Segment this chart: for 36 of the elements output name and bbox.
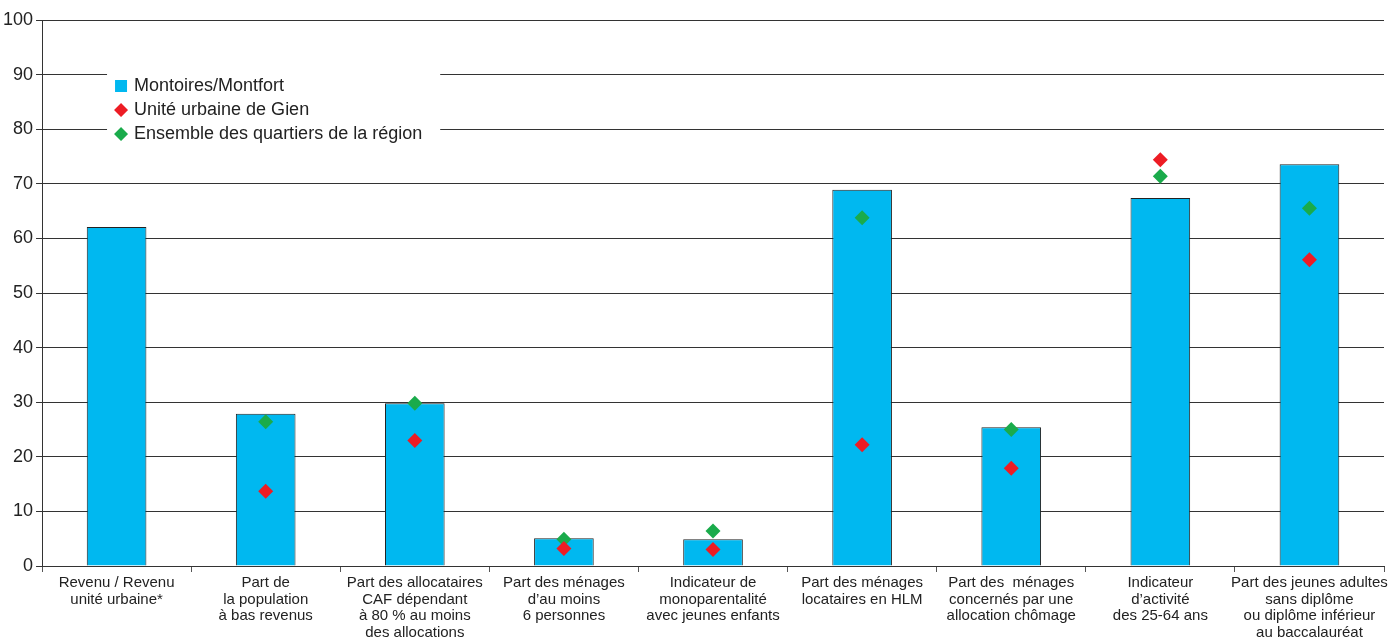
point	[407, 432, 423, 448]
y-tick-label: 70	[13, 172, 34, 193]
point	[1003, 460, 1019, 476]
x-tick-label: Part des allocataires CAF dépendant à 80 % au moins des allocations	[346, 573, 483, 640]
x-tick-label: Part de la population à bas revenus	[218, 573, 313, 624]
legend-label: Montoires/Montfort	[134, 74, 285, 95]
x-tick-label: Part des ménages locataires en HLM	[801, 573, 923, 607]
point	[1152, 168, 1168, 184]
y-tick-label: 80	[13, 118, 34, 139]
y-tick-label: 50	[13, 281, 34, 302]
x-tick-label: Indicateur de monoparentalité avec jeunes enfants	[646, 573, 780, 624]
y-tick-label: 20	[13, 445, 34, 466]
point	[854, 210, 870, 226]
legend-label: Unité urbaine de Gien	[134, 98, 310, 119]
point	[258, 483, 274, 499]
y-tick-label: 10	[13, 500, 34, 521]
point	[1003, 422, 1019, 437]
y-tick-label: 60	[13, 227, 34, 248]
point	[407, 395, 423, 411]
y-tick-label: 30	[13, 391, 34, 412]
point	[1301, 200, 1317, 216]
point	[705, 523, 721, 539]
legend-label: Ensemble des quartiers de la région	[134, 122, 423, 143]
point	[258, 414, 274, 430]
point	[1301, 252, 1317, 268]
y-tick-label: 40	[13, 336, 34, 357]
point	[854, 437, 870, 453]
x-tick-label: Part des jeunes adultes sans diplôme ou diplôme inférieur au baccalauréat	[1231, 573, 1388, 640]
y-tick-label: 90	[13, 63, 34, 84]
point	[1152, 152, 1168, 168]
y-tick-label: 0	[23, 554, 34, 575]
x-tick-label: Part des ménages concernés par une allocation chômage	[946, 573, 1076, 624]
y-tick-label: 100	[2, 8, 34, 29]
x-tick-label: Indicateur d’activité des 25-64 ans	[1112, 573, 1208, 624]
x-tick-label: Part des ménages d’au moins 6 personnes	[503, 573, 625, 624]
x-tick-label: Revenu / Revenu unité urbaine*	[58, 573, 175, 607]
